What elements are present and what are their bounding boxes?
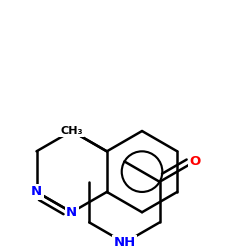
Text: NH: NH bbox=[113, 236, 136, 249]
Text: N: N bbox=[66, 206, 77, 219]
Text: O: O bbox=[189, 155, 200, 168]
Text: CH₃: CH₃ bbox=[60, 126, 83, 136]
Text: N: N bbox=[31, 186, 42, 198]
